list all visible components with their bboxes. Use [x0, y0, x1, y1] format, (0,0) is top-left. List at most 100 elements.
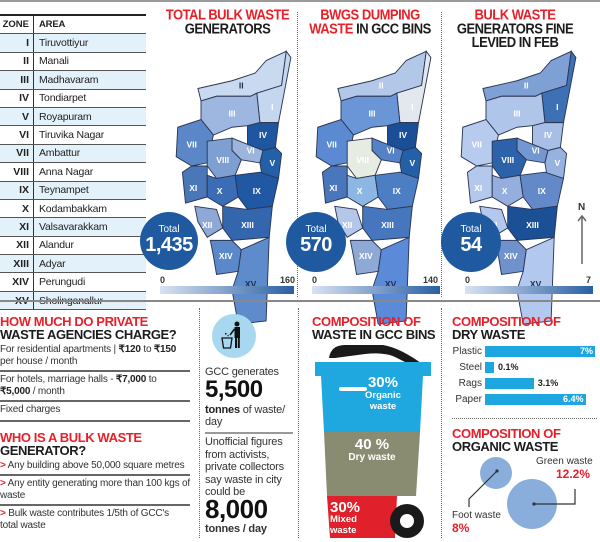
bar: [485, 361, 494, 373]
zone-label: V: [554, 158, 560, 168]
dry-waste-bar-chart: Plastic 7% Steel 0.1% Rags 3.1% Paper 6.4%: [445, 345, 600, 415]
price: ₹120: [118, 344, 141, 355]
zone-row: IV Tondiarpet: [0, 89, 146, 108]
total-label: Total: [305, 224, 327, 235]
segment-dry-label: 40 % Dry waste: [336, 437, 408, 464]
zone-label: III: [368, 108, 375, 118]
title-red: COMPOSITION OF: [452, 314, 561, 329]
text: For residential apartments |: [0, 344, 119, 355]
map-title-red: TOTAL BULK WASTE: [165, 5, 290, 23]
arrow-icon: >: [0, 460, 6, 471]
legend-min: 0: [160, 275, 166, 285]
zone-label: V: [409, 158, 415, 168]
title-dark: WASTE IN GCC BINS: [312, 326, 436, 342]
zone-label: I: [271, 102, 273, 112]
zone-area: Adyar: [39, 257, 66, 270]
zone-area: Tiruvottiyur: [39, 37, 89, 50]
label: Dry waste: [348, 452, 396, 463]
leader-lines: [468, 469, 576, 507]
color-scale-legend: [312, 286, 440, 294]
waste-bin-chart: [315, 345, 431, 538]
color-scale-legend: [160, 286, 294, 294]
zone-label: XII: [202, 220, 212, 230]
zone-label: IX: [538, 186, 546, 196]
legend-max: 7: [586, 275, 592, 285]
divider: [298, 308, 299, 538]
green-waste-value: 12.2%: [556, 467, 591, 481]
map-title-red: BWGS DUMPING: [320, 5, 420, 23]
foot-waste-label: Foot waste: [452, 510, 501, 521]
zone-number: VII: [0, 144, 34, 163]
bar-label: Rags: [458, 377, 482, 389]
zone-viii: [346, 137, 382, 179]
text: For hotels, marriage halls -: [0, 374, 116, 385]
pct: 30%: [330, 499, 361, 516]
total-badge: Total 54: [441, 212, 501, 272]
map-title-red-2: WASTE: [309, 19, 353, 37]
title-dark: WASTE AGENCIES CHARGE?: [0, 326, 177, 342]
zone-label: XI: [474, 183, 482, 193]
area-header: AREA: [39, 19, 66, 31]
zone-label: VIII: [216, 155, 229, 165]
map-title-dark: GENERATORS: [184, 19, 271, 37]
unofficial-value: 8,000: [205, 494, 268, 524]
legend-max: 140: [423, 275, 439, 285]
bar: [485, 377, 534, 389]
zone-row: VI Tiruvika Nagar: [0, 126, 146, 145]
zone-area: Perungudi: [39, 276, 86, 289]
bar-value: 0.1%: [498, 362, 519, 372]
zone-row: VIII Anna Nagar: [0, 163, 146, 182]
zone-number: V: [0, 107, 34, 126]
zone-area: Alandur: [39, 239, 74, 252]
zone-header: ZONE: [0, 16, 34, 34]
zone-area: Madhavaram: [39, 73, 99, 86]
bar-value: 3.1%: [537, 378, 559, 388]
price: ₹5,000: [0, 386, 31, 397]
price: ₹150: [153, 344, 177, 355]
zone-number: II: [0, 52, 34, 71]
label: waste: [369, 401, 397, 412]
zone-label: XV: [530, 279, 542, 289]
zone-label: IV: [544, 130, 552, 140]
zone-xii: [194, 205, 224, 238]
bar-row: Paper 6.4%: [445, 393, 586, 405]
charge-residential: For residential apartments | ₹120 to ₹15…: [0, 344, 190, 368]
zone-area: Tiruvika Nagar: [39, 129, 105, 142]
map-title: BWGS DUMPING WASTE IN GCC BINS: [300, 5, 440, 37]
private-charges-title: HOW MUCH DO PRIVATE WASTE AGENCIES CHARG…: [0, 314, 195, 342]
map-title: TOTAL BULK WASTE GENERATORS: [160, 5, 295, 37]
bulk-item-2: > Any entity generating more than 100 kg…: [0, 478, 190, 502]
zone-label: III: [513, 108, 520, 118]
legend-min: 0: [465, 275, 471, 285]
zone-number: VI: [0, 126, 34, 144]
zone-label: X: [217, 186, 223, 196]
zone-label: XIV: [359, 251, 373, 261]
map-panel-bwgs-dumping: BWGS DUMPING WASTE IN GCC BINS: [300, 7, 440, 36]
zone-viii: [206, 137, 242, 179]
divider: [441, 308, 442, 538]
zone-label: XV: [385, 279, 397, 289]
zone-label: VI: [387, 146, 395, 156]
zone-label: XI: [189, 183, 197, 193]
title-red: HOW MUCH DO PRIVATE: [0, 314, 148, 329]
zone-number: IV: [0, 89, 34, 107]
zone-label: II: [524, 81, 529, 91]
title-dark: GENERATOR?: [0, 442, 86, 458]
text: Any entity generating more than 100 kgs …: [0, 478, 190, 501]
bar: 7%: [485, 345, 595, 357]
litter-bin-person-icon: [212, 314, 256, 358]
zone-number: XIV: [0, 273, 34, 291]
north-arrow-icon: [577, 214, 587, 264]
map-title: BULK WASTE GENERATORS FINE LEVIED IN FEB: [445, 7, 585, 50]
price: ₹7,000: [115, 374, 147, 385]
zone-label: XIV: [219, 251, 233, 261]
bar-value: 7%: [579, 345, 593, 356]
rule: [0, 420, 190, 422]
rule: [0, 400, 190, 402]
zone-label: II: [239, 81, 244, 91]
text: tonnes: [205, 404, 240, 416]
dry-waste-title: COMPOSITION OF DRY WASTE: [452, 314, 597, 341]
